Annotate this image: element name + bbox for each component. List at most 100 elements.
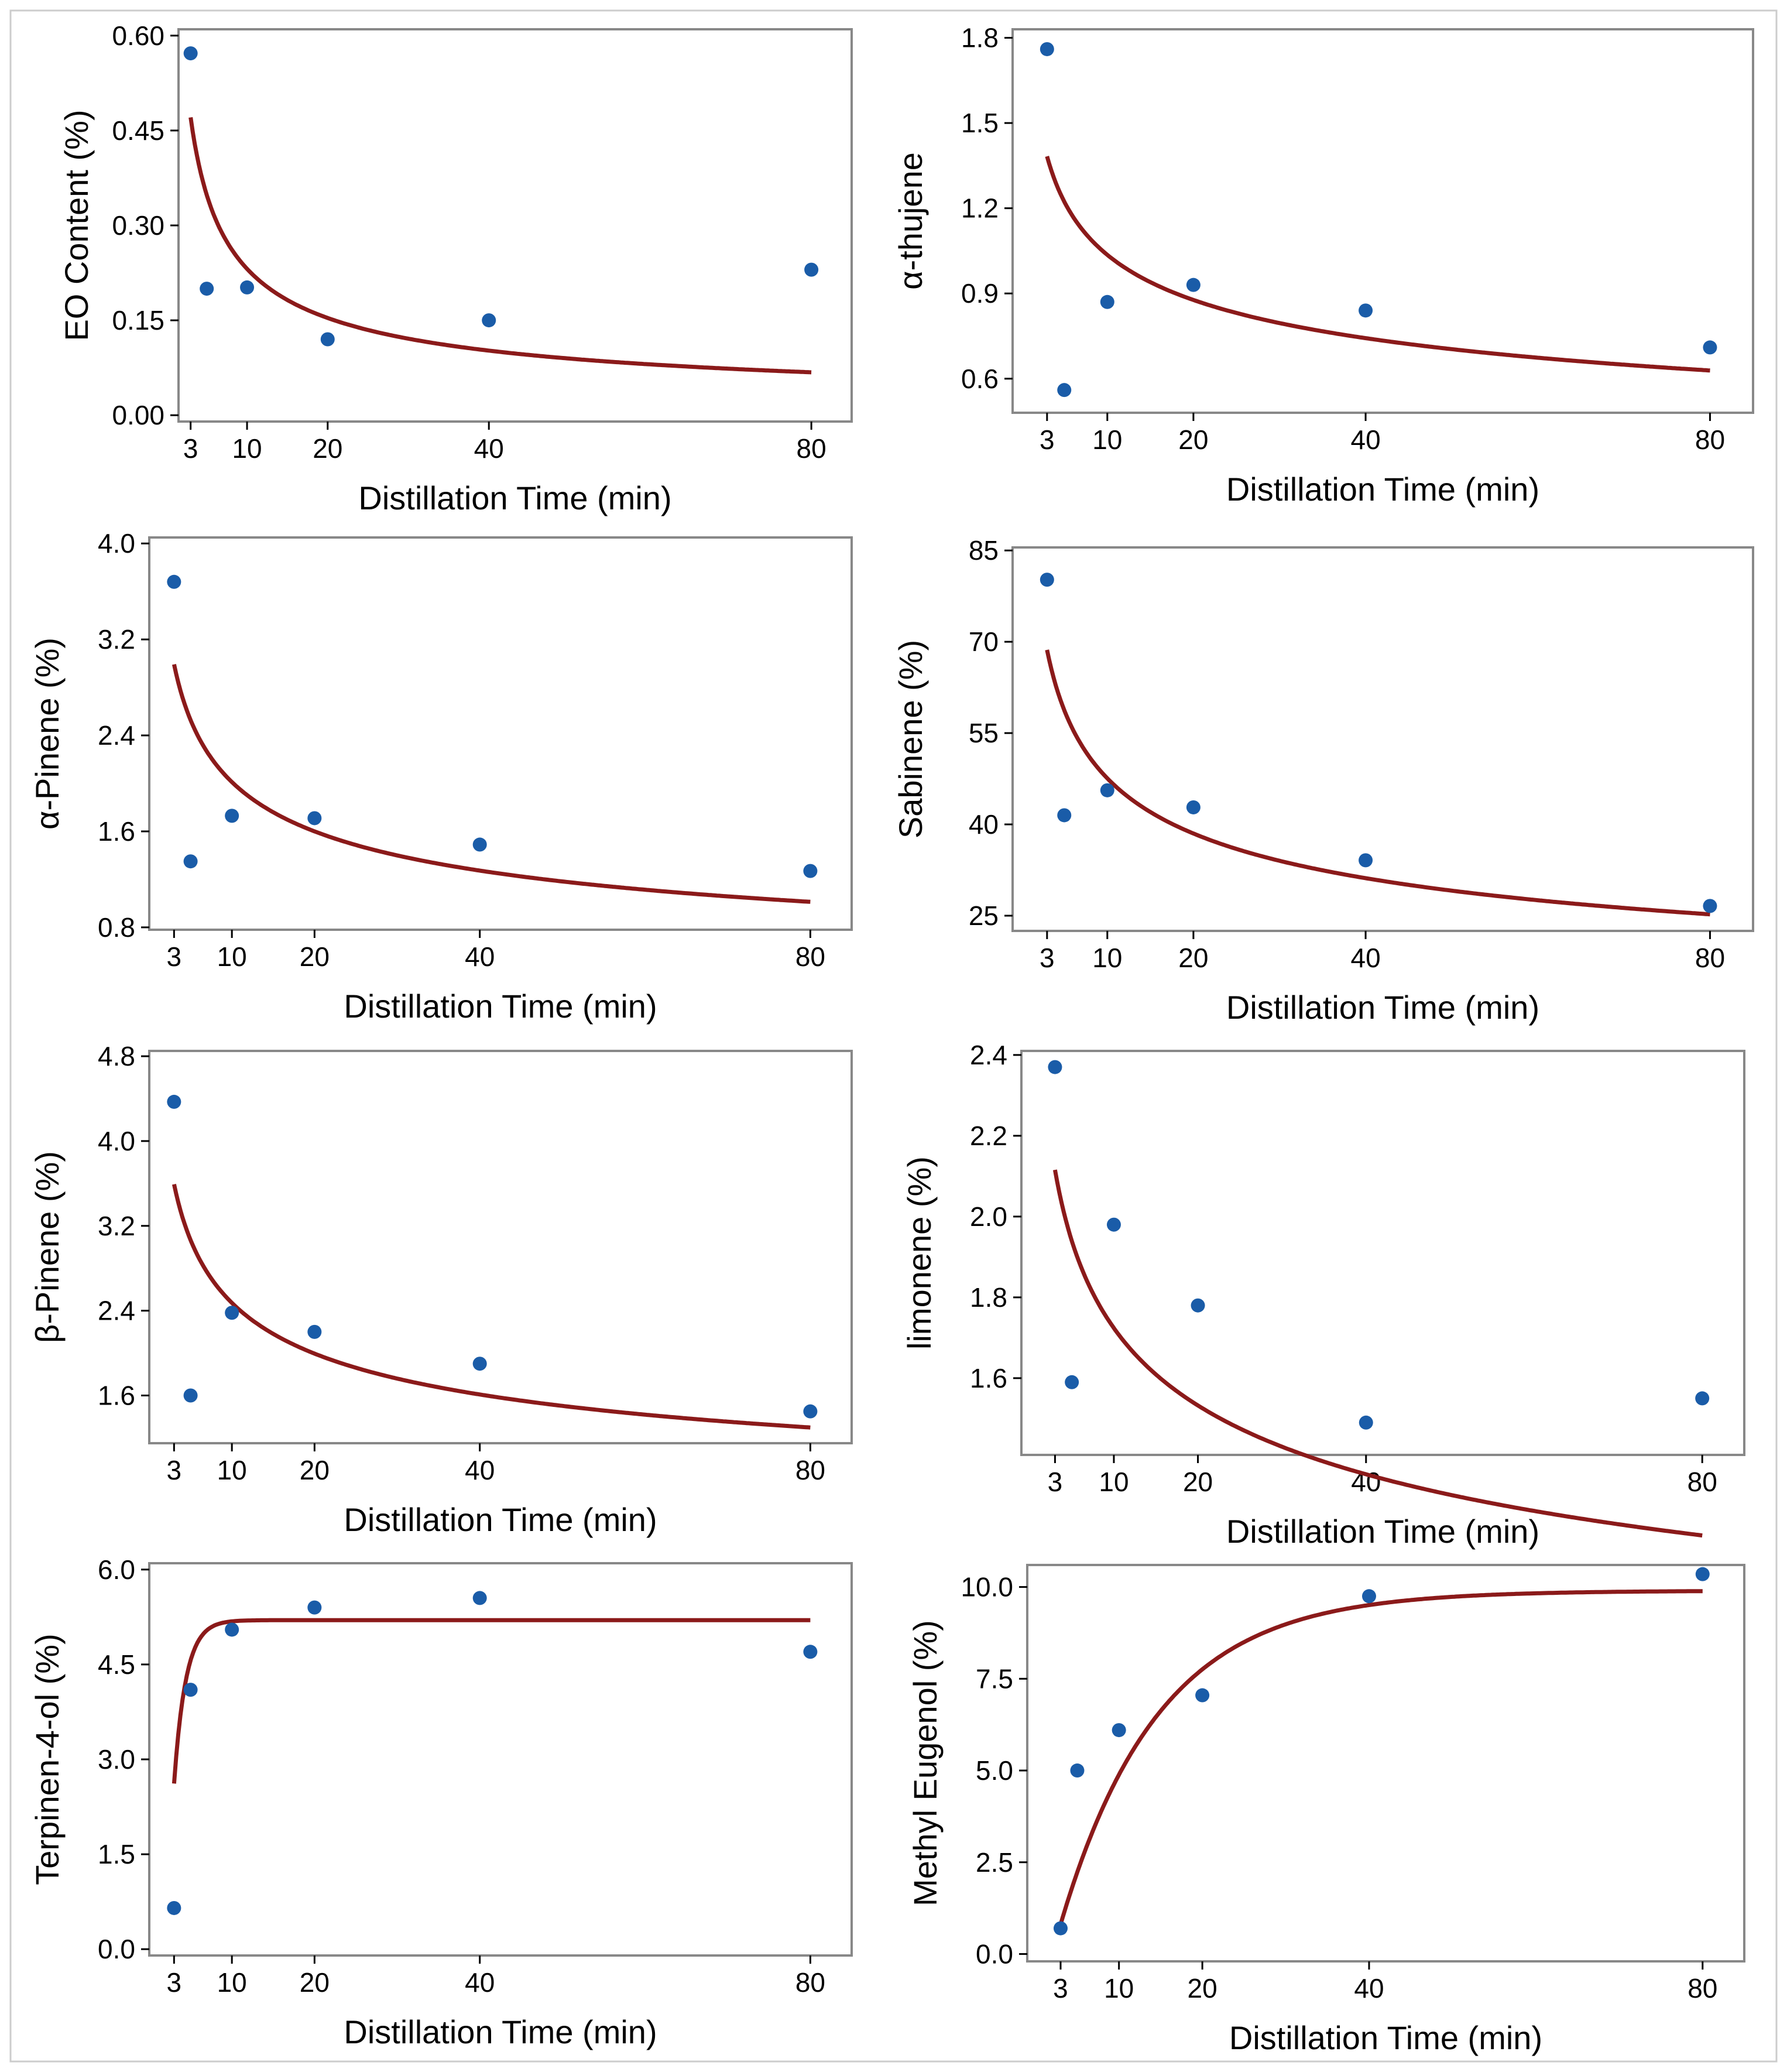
y-tick-label: 1.8 xyxy=(970,1282,1007,1313)
x-tick-label: 20 xyxy=(1178,424,1208,455)
data-point xyxy=(307,811,322,826)
y-tick-label: 0.45 xyxy=(112,115,164,146)
data-point xyxy=(1065,1375,1079,1389)
x-tick-label: 20 xyxy=(300,1967,330,1998)
data-point xyxy=(1053,1921,1068,1936)
data-point xyxy=(1070,1763,1085,1778)
data-point xyxy=(1695,1391,1710,1406)
y-tick-label: 2.4 xyxy=(98,1296,135,1326)
y-tick-label: 2.4 xyxy=(98,720,135,751)
panel-3: 3 10 20 40 80 0.8 1.6 2.4 3.2 4.0 Distillation Tim… xyxy=(29,528,853,1025)
y-tick-label: 1.6 xyxy=(98,816,135,847)
plot-frame xyxy=(1020,1050,1745,1456)
y-tick-label: 40 xyxy=(969,809,999,840)
y-tick-label: 4.0 xyxy=(98,1126,135,1156)
x-tick-label: 10 xyxy=(1099,1467,1129,1497)
x-axis-label: Distillation Time (min) xyxy=(1226,1513,1539,1550)
y-tick-label: 0.15 xyxy=(112,305,164,335)
figure-border xyxy=(9,9,1778,2063)
y-tick-label: 4.0 xyxy=(98,528,135,559)
x-tick-label: 40 xyxy=(474,433,504,464)
y-tick-label: 85 xyxy=(969,535,999,566)
x-tick-label: 3 xyxy=(1040,943,1055,973)
y-axis-label: β-Pinene (%) xyxy=(29,1151,66,1343)
y-tick-label: 55 xyxy=(969,718,999,748)
x-axis-label: Distillation Time (min) xyxy=(1226,989,1539,1026)
plot-frame xyxy=(1011,546,1754,932)
y-tick-label: 0.9 xyxy=(961,278,999,309)
data-point xyxy=(307,1324,322,1339)
data-point xyxy=(804,262,819,277)
panel-4: 3 10 20 40 80 25 40 55 70 85 Distillation Time (mi… xyxy=(892,535,1754,1026)
data-point xyxy=(225,1622,239,1637)
x-tick-label: 10 xyxy=(1092,424,1122,455)
fit-line xyxy=(1045,649,1710,917)
data-point xyxy=(1100,294,1114,309)
x-tick-label: 40 xyxy=(465,941,495,972)
x-tick-label: 20 xyxy=(1188,1973,1217,2003)
data-point xyxy=(472,1591,487,1605)
y-tick-label: 0.0 xyxy=(98,1934,135,1964)
data-point xyxy=(1040,573,1054,587)
y-tick-label: 2.0 xyxy=(970,1201,1007,1232)
y-tick-label: 1.6 xyxy=(98,1381,135,1411)
data-point xyxy=(1359,303,1373,318)
data-point xyxy=(472,1357,487,1371)
x-tick-label: 80 xyxy=(795,1967,825,1998)
y-tick-label: 1.5 xyxy=(98,1839,135,1869)
data-point xyxy=(1106,1217,1121,1232)
y-tick-label: 7.5 xyxy=(976,1663,1013,1694)
x-tick-label: 40 xyxy=(1350,424,1380,455)
x-tick-label: 80 xyxy=(1687,1973,1717,2003)
data-point xyxy=(472,837,487,852)
x-tick-label: 3 xyxy=(167,1455,182,1485)
x-tick-label: 80 xyxy=(1695,943,1725,973)
x-tick-label: 10 xyxy=(1104,1973,1134,2003)
x-tick-label: 40 xyxy=(465,1455,495,1485)
y-tick-label: 4.8 xyxy=(98,1041,135,1071)
data-point xyxy=(183,46,198,61)
data-point xyxy=(167,1094,181,1109)
data-point xyxy=(320,332,335,347)
x-tick-label: 80 xyxy=(1687,1467,1717,1497)
y-tick-label: 0.0 xyxy=(976,1939,1013,1969)
x-axis-label: Distillation Time (min) xyxy=(1226,471,1539,508)
data-point xyxy=(200,282,214,296)
x-tick-label: 40 xyxy=(465,1967,495,1998)
data-point xyxy=(1191,1298,1205,1313)
y-tick-label: 1.5 xyxy=(961,108,999,138)
x-tick-label: 40 xyxy=(1354,1973,1384,2003)
x-tick-label: 80 xyxy=(795,941,825,972)
data-point xyxy=(225,809,239,823)
data-point xyxy=(1362,1589,1377,1604)
y-tick-label: 4.5 xyxy=(98,1649,135,1680)
data-point xyxy=(1703,340,1717,355)
y-axis-label: α-Pinene (%) xyxy=(29,638,66,830)
x-axis-label: Distillation Time (min) xyxy=(344,2013,657,2050)
x-tick-label: 10 xyxy=(217,1455,247,1485)
data-point xyxy=(482,313,496,328)
x-tick-label: 80 xyxy=(1695,424,1725,455)
x-tick-label: 10 xyxy=(217,941,247,972)
data-point xyxy=(1186,800,1201,814)
y-tick-label: 2.2 xyxy=(970,1121,1007,1151)
x-tick-label: 3 xyxy=(1040,424,1055,455)
x-tick-label: 20 xyxy=(1183,1467,1213,1497)
y-axis-label: α-thujene xyxy=(892,152,929,290)
x-tick-label: 80 xyxy=(795,1455,825,1485)
x-tick-label: 10 xyxy=(232,433,262,464)
x-tick-label: 20 xyxy=(300,1455,330,1485)
fit-line xyxy=(172,1183,811,1430)
y-tick-label: 2.4 xyxy=(970,1040,1007,1070)
data-point xyxy=(1359,853,1373,868)
data-point xyxy=(183,1683,198,1697)
fit-line xyxy=(172,663,811,904)
y-tick-label: 3.2 xyxy=(98,1211,135,1241)
plot-frame xyxy=(1026,1564,1745,1963)
plot-frame xyxy=(1011,28,1754,414)
x-tick-label: 10 xyxy=(1092,943,1122,973)
y-axis-label: Methyl Eugenol (%) xyxy=(907,1620,944,1906)
data-point xyxy=(803,1645,818,1659)
